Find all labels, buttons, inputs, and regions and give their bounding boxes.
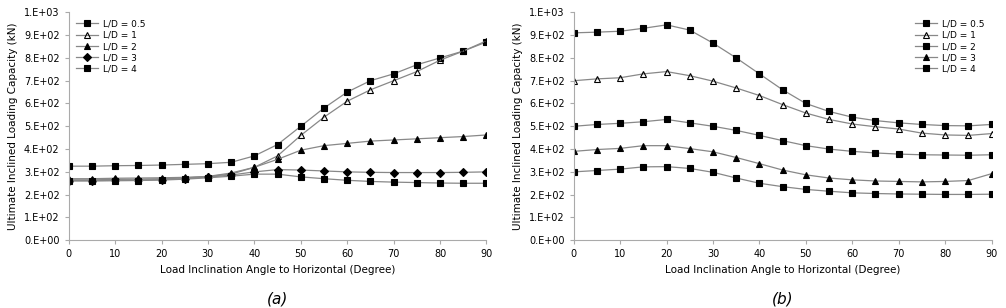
Y-axis label: Ultimate Inclined Loading Capacity (kN): Ultimate Inclined Loading Capacity (kN) <box>8 22 18 230</box>
Text: (b): (b) <box>772 292 794 307</box>
Legend: L/D = 0.5, L/D = 1, L/D = 2, L/D = 3, L/D = 4: L/D = 0.5, L/D = 1, L/D = 2, L/D = 3, L/… <box>912 17 987 76</box>
Legend: L/D = 0.5, L/D = 1, L/D = 2, L/D = 3, L/D = 4: L/D = 0.5, L/D = 1, L/D = 2, L/D = 3, L/… <box>73 17 148 76</box>
X-axis label: Load Inclination Angle to Horizontal (Degree): Load Inclination Angle to Horizontal (De… <box>160 265 395 275</box>
Y-axis label: Ultimate Inclined Loading Capacity (kN): Ultimate Inclined Loading Capacity (kN) <box>513 22 523 230</box>
Text: (a): (a) <box>267 292 289 307</box>
X-axis label: Load Inclination Angle to Horizontal (Degree): Load Inclination Angle to Horizontal (De… <box>665 265 900 275</box>
